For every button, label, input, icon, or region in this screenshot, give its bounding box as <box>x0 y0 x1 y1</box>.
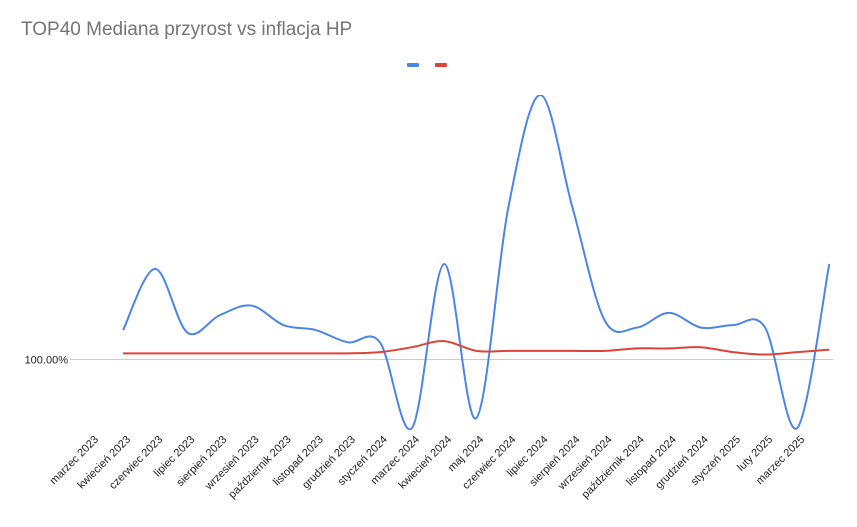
chart-title: TOP40 Mediana przyrost vs inflacja HP <box>21 19 353 40</box>
legend <box>407 63 447 67</box>
y-tick-label: 100.00% <box>25 354 69 366</box>
series-line-1 <box>122 95 831 430</box>
legend-swatch-1 <box>407 63 419 67</box>
legend-swatch-2 <box>435 63 447 67</box>
series-line-2 <box>123 340 830 356</box>
